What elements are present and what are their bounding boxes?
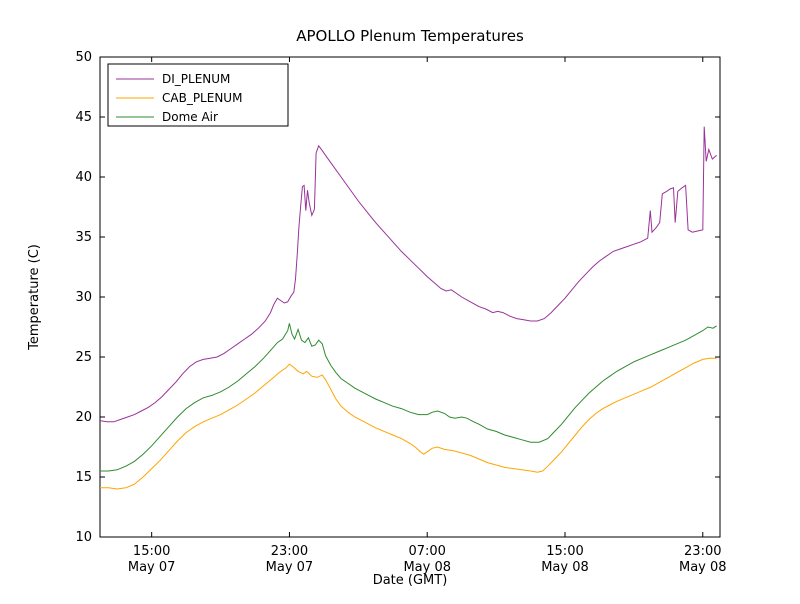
series-line-cab-plenum xyxy=(100,357,717,490)
plot-area xyxy=(99,126,717,490)
legend-box xyxy=(107,63,289,127)
x-tick-time-label: 07:00 xyxy=(408,544,445,559)
x-tick-time-label: 15:00 xyxy=(546,544,583,559)
plot-border xyxy=(99,56,721,538)
legend: DI_PLENUM CAB_PLENUM Dome Air xyxy=(107,63,289,127)
x-tick-time-label: 23:00 xyxy=(684,544,721,559)
series-line-dome-air xyxy=(100,323,717,472)
legend-label-di-plenum: DI_PLENUM xyxy=(162,72,230,86)
x-tick-date-label: May 08 xyxy=(679,560,727,575)
y-tick-label: 15 xyxy=(75,470,92,485)
legend-label-cab-plenum: CAB_PLENUM xyxy=(162,91,242,105)
y-tick-label: 30 xyxy=(75,290,92,305)
x-tick-date-label: May 07 xyxy=(266,560,314,575)
x-tick-time-label: 15:00 xyxy=(133,544,170,559)
x-tick-date-label: May 08 xyxy=(403,560,451,575)
x-tick-date-label: May 07 xyxy=(128,560,176,575)
series-line-di-plenum xyxy=(99,126,717,423)
x-tick-date-label: May 08 xyxy=(541,560,589,575)
y-tick-label: 35 xyxy=(75,230,92,245)
x-tick-time-label: 23:00 xyxy=(271,544,308,559)
legend-label-dome-air: Dome Air xyxy=(162,110,218,124)
y-axis-label: Temperature (C) xyxy=(27,244,42,351)
y-tick-label: 45 xyxy=(75,110,92,125)
chart-title: APOLLO Plenum Temperatures xyxy=(296,27,524,45)
y-tick-label: 40 xyxy=(75,170,92,185)
y-tick-label: 50 xyxy=(75,50,92,65)
y-tick-label: 10 xyxy=(75,530,92,545)
x-axis-label: Date (GMT) xyxy=(373,573,448,588)
y-tick-label: 25 xyxy=(75,350,92,365)
y-tick-label: 20 xyxy=(75,410,92,425)
